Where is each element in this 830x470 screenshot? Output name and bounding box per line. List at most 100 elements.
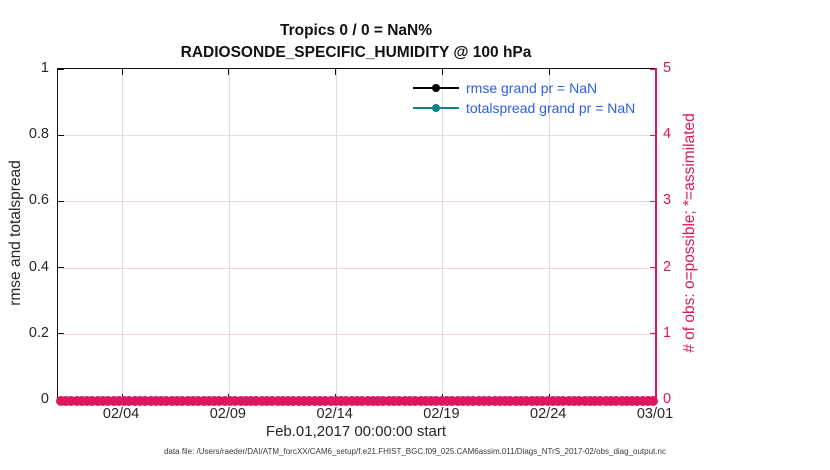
x-gridline — [228, 69, 230, 400]
x-gridline — [442, 69, 444, 400]
obs-marker — [367, 395, 378, 406]
obs-marker — [362, 395, 373, 406]
y-gridline — [58, 333, 656, 335]
obs-marker — [611, 395, 622, 406]
obs-marker — [373, 395, 384, 406]
obs-marker — [140, 395, 151, 406]
legend-label: rmse grand pr = NaN — [466, 80, 598, 96]
obs-marker — [468, 395, 479, 406]
obs-marker — [426, 395, 437, 406]
x-tick-label: 03/01 — [636, 406, 674, 422]
obs-marker — [314, 395, 325, 406]
obs-marker — [246, 395, 257, 406]
y-tick-right — [650, 134, 656, 136]
obs-marker — [172, 395, 183, 406]
legend-marker-icon — [432, 84, 440, 92]
obs-marker — [145, 395, 156, 406]
y-gridline — [58, 201, 656, 203]
obs-marker — [277, 395, 288, 406]
obs-marker — [304, 395, 315, 406]
obs-marker — [92, 395, 103, 406]
obs-marker — [346, 395, 357, 406]
obs-marker — [399, 395, 410, 406]
y-tick-left — [58, 333, 64, 335]
x-tick-top — [121, 69, 123, 75]
obs-marker — [230, 395, 241, 406]
obs-marker — [643, 395, 654, 406]
obs-marker — [616, 395, 627, 406]
obs-marker — [595, 395, 606, 406]
obs-marker — [579, 395, 590, 406]
y-tick-right — [650, 68, 656, 70]
right-axis-label: # of obs: o=possible; *=assimilated — [681, 113, 698, 353]
obs-marker — [224, 395, 235, 406]
obs-marker — [272, 395, 283, 406]
x-gridline — [122, 69, 124, 400]
x-tick-label: 02/14 — [316, 406, 353, 422]
obs-marker — [55, 395, 66, 406]
obs-marker — [108, 395, 119, 406]
obs-marker — [193, 395, 204, 406]
obs-marker — [404, 395, 415, 406]
y-tick-right — [650, 333, 656, 335]
obs-marker — [521, 395, 532, 406]
y-tick-right — [650, 200, 656, 202]
legend-item: totalspread grand pr = NaN — [413, 98, 635, 118]
chart-title-block: Tropics 0 / 0 = NaN% RADIOSONDE_SPECIFIC… — [57, 20, 655, 64]
obs-marker — [563, 395, 574, 406]
obs-marker — [182, 395, 193, 406]
obs-marker — [537, 395, 548, 406]
obs-marker — [119, 395, 130, 406]
obs-marker — [415, 395, 426, 406]
x-tick-top — [228, 69, 230, 75]
obs-marker — [627, 395, 638, 406]
y-tick-label-left: 1 — [40, 60, 49, 76]
legend-line-sample — [413, 104, 459, 113]
obs-marker — [383, 395, 394, 406]
obs-marker — [542, 395, 553, 406]
obs-marker — [235, 395, 246, 406]
x-tick-label: 02/19 — [423, 406, 460, 422]
obs-marker — [447, 395, 458, 406]
obs-marker — [526, 395, 537, 406]
obs-marker — [66, 395, 77, 406]
legend-label: totalspread grand pr = NaN — [466, 100, 636, 116]
obs-marker — [209, 395, 220, 406]
obs-marker — [479, 395, 489, 406]
y-tick-label-left: 0.6 — [28, 192, 49, 209]
obs-marker — [129, 395, 140, 406]
obs-marker — [71, 395, 82, 406]
obs-marker — [103, 395, 114, 406]
x-gridline — [549, 69, 551, 400]
obs-marker — [436, 395, 447, 406]
obs-marker — [574, 395, 585, 406]
obs-marker — [336, 395, 347, 406]
obs-marker — [510, 395, 521, 406]
x-tick-top — [548, 69, 550, 75]
obs-marker — [262, 395, 273, 406]
left-axis-label: rmse and totalspread — [7, 160, 24, 306]
obs-marker — [494, 395, 505, 406]
obs-marker — [389, 395, 400, 406]
y-tick-left — [58, 200, 64, 202]
x-gridline — [335, 69, 337, 400]
y-tick-label-left: 0 — [40, 391, 49, 407]
x-tick-label: 02/09 — [209, 406, 246, 422]
obs-marker — [293, 395, 304, 406]
obs-marker — [558, 395, 569, 406]
y-tick-label-right: 3 — [663, 192, 672, 209]
obs-marker — [187, 395, 198, 406]
legend-item: rmse grand pr = NaN — [413, 78, 635, 98]
y-tick-label-right: 1 — [663, 324, 672, 341]
y-tick-label-right: 5 — [663, 60, 672, 76]
obs-marker — [113, 395, 124, 406]
chart-subtitle: RADIOSONDE_SPECIFIC_HUMIDITY @ 100 hPa — [180, 44, 532, 61]
y-tick-label-right: 0 — [663, 391, 672, 407]
obs-marker — [256, 395, 267, 406]
obs-marker — [606, 395, 617, 406]
obs-marker — [600, 395, 611, 406]
obs-marker — [621, 395, 632, 406]
obs-marker — [166, 395, 177, 406]
obs-marker — [516, 395, 527, 406]
